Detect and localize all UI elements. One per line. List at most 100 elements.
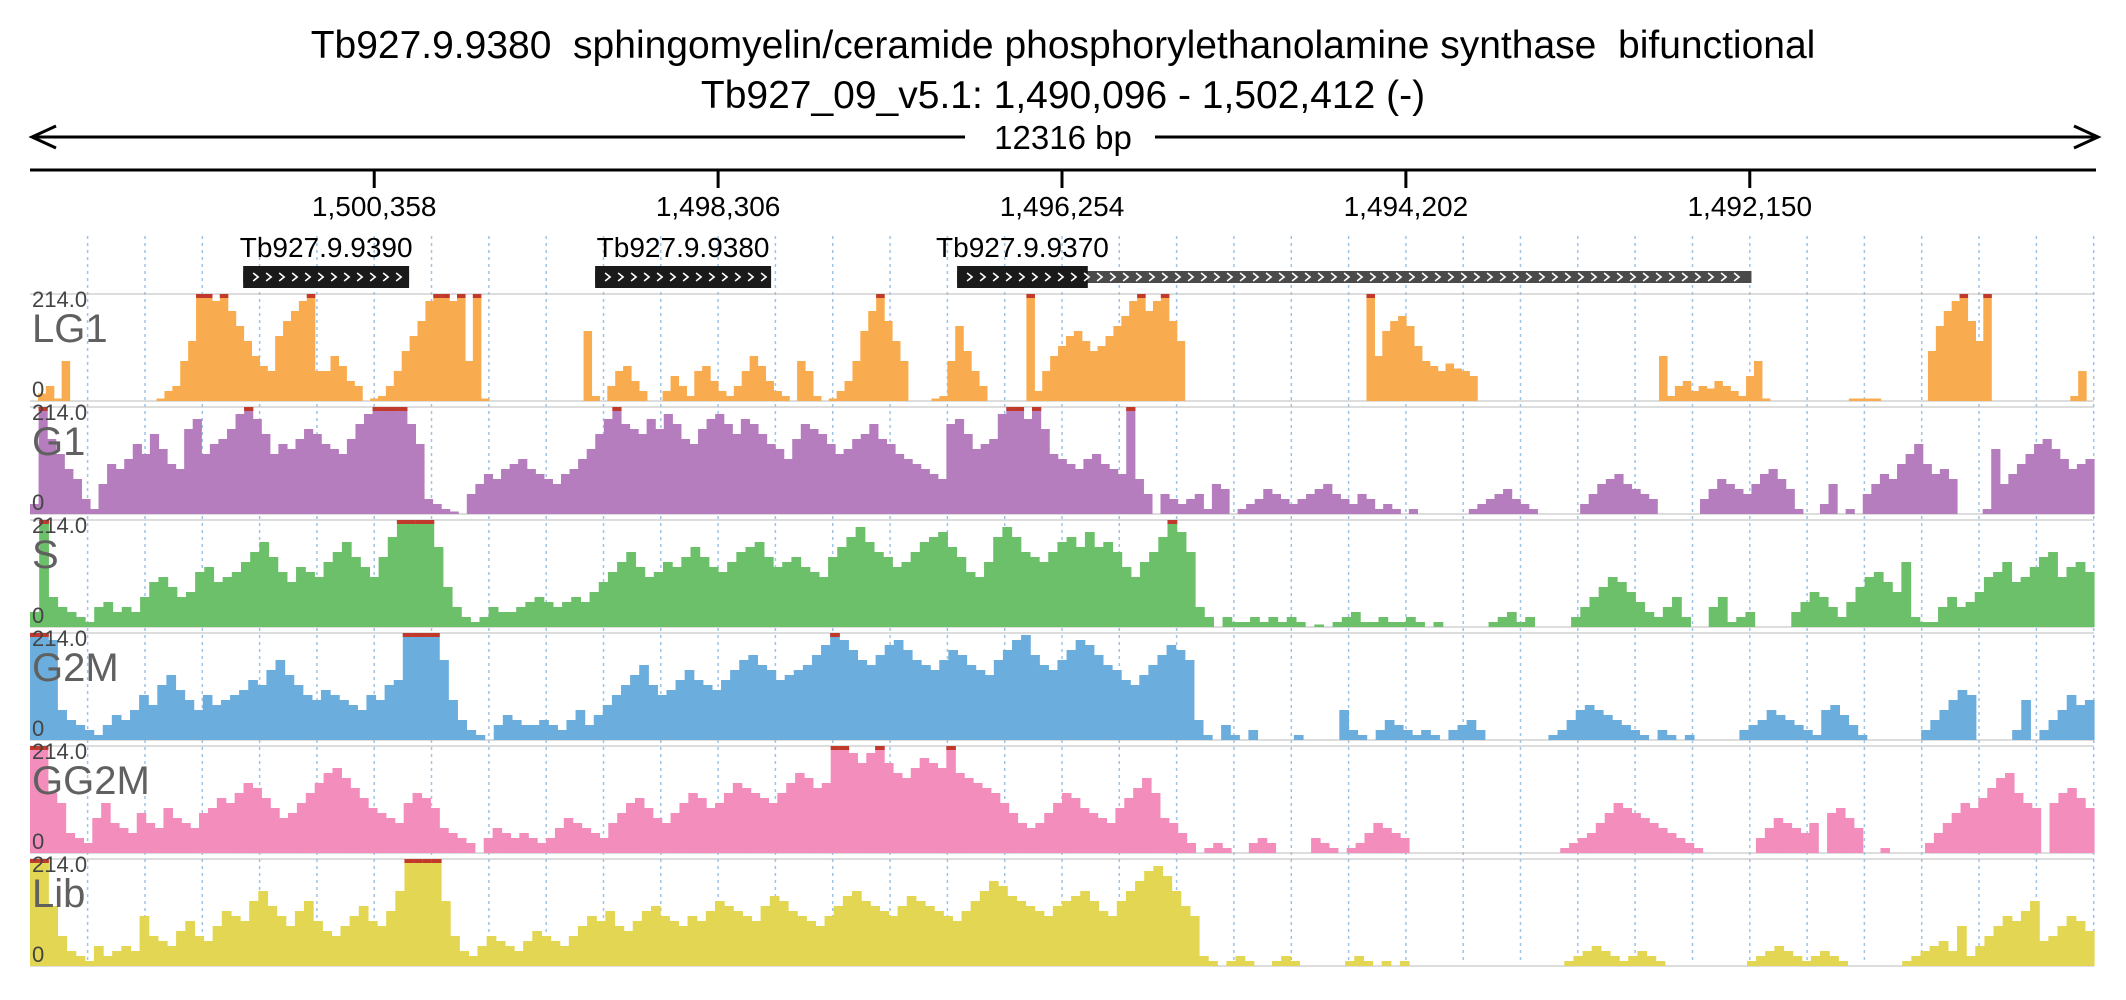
coverage-bar	[130, 612, 141, 627]
coverage-bar	[2057, 577, 2068, 627]
coverage-bar	[38, 746, 49, 853]
coverage-bar	[417, 321, 426, 401]
coverage-bar	[1785, 489, 1795, 514]
coverage-bar	[385, 818, 396, 853]
coverage-bar	[1853, 828, 1864, 853]
coverage-bar	[602, 705, 613, 740]
coverage-bar	[1398, 316, 1407, 401]
coverage-bar	[591, 396, 600, 401]
coverage-bar	[1244, 961, 1255, 966]
coverage-bar	[661, 823, 672, 853]
coverage-bar	[2085, 459, 2095, 514]
track-ymin-label: 0	[32, 942, 44, 967]
strand-arrow-icon	[708, 272, 716, 282]
span-arrowhead-left-icon	[28, 124, 57, 150]
coverage-bar	[185, 921, 195, 966]
coverage-bar	[749, 356, 759, 401]
coverage-bar	[1366, 294, 1375, 401]
coverage-bar	[1983, 294, 1992, 401]
coverage-bar	[1938, 607, 1948, 627]
coverage-bar	[1708, 489, 1718, 514]
coverage-bar	[341, 778, 351, 853]
coverage-bar	[156, 398, 166, 401]
coverage-bar	[39, 859, 49, 966]
coverage-bar	[937, 479, 947, 514]
track-ymax-label: 214.0	[32, 852, 87, 877]
coverage-bar	[535, 474, 545, 514]
coverage-bar	[886, 444, 896, 514]
coverage-bar	[283, 321, 292, 401]
coverage-bar	[1637, 951, 1648, 966]
coverage-bar	[965, 572, 976, 627]
coverage-bar	[541, 936, 552, 966]
coverage-bar	[230, 695, 240, 740]
coverage-bar	[1873, 572, 1884, 627]
coverage-bar	[511, 720, 522, 740]
coverage-bar	[1271, 494, 1281, 514]
coverage-bar	[793, 670, 804, 740]
coverage-bar	[681, 557, 692, 627]
coverage-bar	[571, 597, 581, 627]
coverage-bar	[1924, 843, 1935, 853]
coverage-bar	[2075, 921, 2086, 966]
coverage-bar	[1622, 808, 1632, 853]
coverage-bar	[1097, 346, 1107, 401]
coverage-bar	[1071, 896, 1081, 966]
coverage-bar	[1648, 499, 1658, 514]
coverage-bar	[314, 577, 325, 627]
coverage-bar	[843, 449, 853, 514]
coverage-bar	[1235, 956, 1246, 966]
coverage-bar	[448, 833, 458, 853]
coverage-bar	[1714, 381, 1723, 401]
coverage-bar	[844, 381, 854, 401]
track-label: S	[32, 533, 59, 577]
strand-arrow-icon	[747, 272, 755, 282]
track-ymax-label: 214.0	[32, 287, 87, 312]
coverage-bar	[804, 778, 814, 853]
coverage-bar	[1557, 730, 1568, 740]
strand-arrow-icon	[1330, 272, 1338, 282]
coverage-bar	[477, 946, 488, 966]
coverage-bar	[730, 670, 740, 740]
coverage-bar	[1591, 946, 1602, 966]
coverage-bar	[861, 901, 871, 966]
clip-marker	[413, 859, 424, 863]
coverage-bar	[1429, 366, 1439, 401]
coverage-bar	[931, 398, 941, 401]
coverage-bar	[258, 891, 269, 966]
coverage-bar	[632, 921, 643, 966]
coverage-bar	[1268, 617, 1279, 627]
coverage-bar	[1053, 803, 1063, 853]
coverage-bar	[1430, 735, 1440, 740]
coverage-bar	[550, 941, 561, 966]
clip-marker	[612, 407, 622, 411]
coverage-bar	[821, 645, 831, 740]
coverage-bar	[757, 366, 767, 401]
coverage-bar	[433, 547, 444, 627]
coverage-bar	[875, 746, 885, 853]
coverage-bar	[115, 469, 125, 514]
strand-arrow-icon	[1135, 272, 1143, 282]
strand-arrow-icon	[682, 272, 690, 282]
coverage-bar	[483, 474, 494, 514]
coverage-bar	[398, 407, 408, 514]
coverage-bar	[1112, 670, 1122, 740]
coverage-bar	[773, 391, 782, 401]
coverage-bar	[313, 921, 323, 966]
coverage-bar	[364, 414, 374, 514]
gene-cds	[957, 266, 1088, 288]
coverage-bar	[1755, 838, 1766, 853]
coverage-bar	[826, 444, 836, 514]
coverage-bar	[185, 592, 196, 627]
coverage-bar	[84, 730, 95, 740]
coverage-bar	[1800, 602, 1811, 627]
coverage-bar	[411, 633, 422, 740]
coverage-bar	[2013, 793, 2024, 853]
coverage-bar	[543, 479, 554, 514]
coverage-bar	[1311, 838, 1321, 853]
coverage-bar	[830, 746, 841, 853]
coverage-bar	[797, 916, 807, 966]
coverage-bar	[539, 720, 549, 740]
coverage-bar	[1126, 407, 1136, 514]
coverage-bar	[1857, 735, 1868, 740]
